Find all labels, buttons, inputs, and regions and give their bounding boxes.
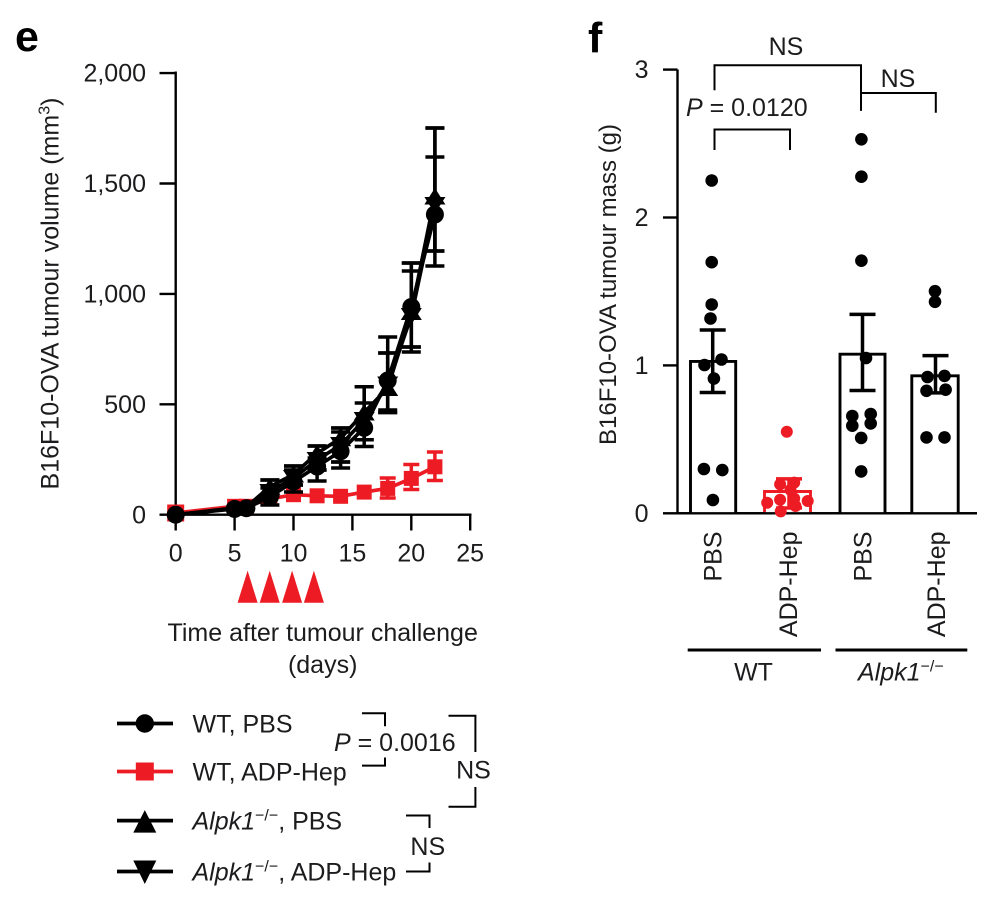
svg-text:WT: WT: [734, 659, 773, 687]
svg-text:e: e: [15, 13, 39, 61]
svg-text:WT, PBS: WT, PBS: [193, 710, 293, 738]
svg-text:PBS: PBS: [700, 532, 728, 582]
svg-text:NS: NS: [410, 833, 445, 861]
svg-text:ADP-Hep: ADP-Hep: [923, 532, 951, 638]
svg-text:ADP-Hep: ADP-Hep: [775, 532, 803, 638]
svg-text:0: 0: [169, 540, 183, 568]
svg-text:f: f: [588, 15, 603, 63]
svg-text:PBS: PBS: [850, 532, 878, 582]
svg-text:WT, ADP-Hep: WT, ADP-Hep: [193, 758, 347, 786]
svg-text:P = 0.0016: P = 0.0016: [334, 729, 456, 757]
svg-text:NS: NS: [456, 757, 491, 785]
svg-text:10: 10: [280, 540, 308, 568]
svg-text:B16F10-OVA tumour mass (g): B16F10-OVA tumour mass (g): [595, 124, 622, 445]
svg-text:2: 2: [635, 204, 649, 232]
svg-text:Time after tumour challenge: Time after tumour challenge: [168, 619, 478, 647]
svg-text:1,000: 1,000: [83, 281, 146, 309]
svg-text:3: 3: [635, 56, 649, 84]
svg-text:2,000: 2,000: [83, 60, 146, 88]
svg-text:B16F10-OVA tumour volume (mm3): B16F10-OVA tumour volume (mm3): [37, 98, 65, 490]
svg-text:P = 0.0120: P = 0.0120: [686, 94, 808, 122]
svg-text:NS: NS: [769, 33, 804, 61]
svg-text:Alpk1−/−, PBS: Alpk1−/−, PBS: [191, 807, 343, 835]
svg-text:25: 25: [456, 540, 484, 568]
svg-text:1: 1: [635, 352, 649, 380]
svg-text:Alpk1−/−, ADP-Hep: Alpk1−/−, ADP-Hep: [191, 858, 397, 886]
svg-text:0: 0: [635, 500, 649, 528]
svg-text:Alpk1−/−: Alpk1−/−: [856, 659, 944, 687]
svg-text:0: 0: [132, 501, 146, 529]
svg-text:500: 500: [104, 391, 146, 419]
svg-text:15: 15: [338, 540, 366, 568]
svg-text:20: 20: [397, 540, 425, 568]
svg-text:(days): (days): [288, 651, 357, 679]
svg-text:1,500: 1,500: [83, 170, 146, 198]
svg-text:5: 5: [228, 540, 242, 568]
svg-text:NS: NS: [881, 65, 916, 93]
